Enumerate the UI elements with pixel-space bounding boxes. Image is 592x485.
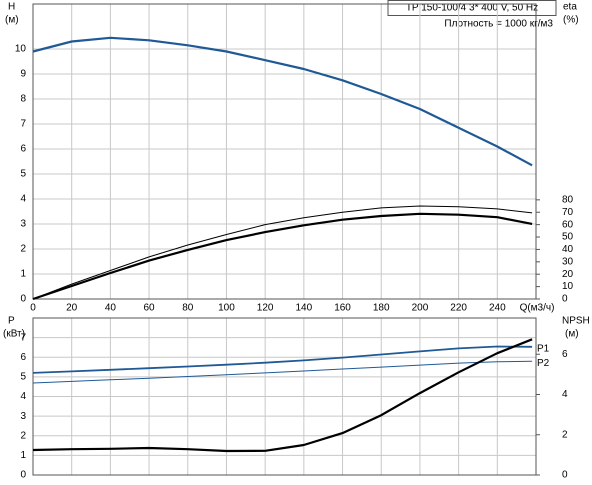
x-tick-label: 220 <box>450 303 467 314</box>
y-tick-label: 5 <box>20 169 26 180</box>
y-tick-label: 9 <box>20 69 26 80</box>
x-tick-label: 40 <box>105 303 117 314</box>
y-tick-label: 1 <box>20 450 26 461</box>
series-label: P1 <box>537 343 550 354</box>
x-axis-label: Q(м3/ч) <box>520 303 555 314</box>
y-tick-label: 2 <box>20 244 26 255</box>
y-tick-label: 4 <box>20 391 26 402</box>
y-axis-label: P <box>8 316 15 327</box>
y-tick-label: 8 <box>20 94 26 105</box>
y-tick-label: 7 <box>20 332 26 343</box>
x-tick-label: 180 <box>373 303 390 314</box>
y-axis-unit: (кВт) <box>3 329 25 340</box>
y2-axis-unit: (%) <box>563 15 579 26</box>
y2-tick-label: 10 <box>562 281 574 292</box>
y2-tick-label: 0 <box>562 470 568 480</box>
y2-tick-label: 80 <box>562 194 574 205</box>
x-tick-label: 160 <box>334 303 351 314</box>
series-line <box>32 212 533 301</box>
series-line <box>32 345 533 374</box>
y2-axis-label: eta <box>563 2 577 13</box>
series-line <box>32 338 533 453</box>
chart-title: TP 150-100/4 3* 400 V, 50 Hz <box>406 3 538 14</box>
series-label: P2 <box>537 358 550 369</box>
y-tick-label: 1 <box>20 269 26 280</box>
y2-tick-label: 50 <box>562 232 574 243</box>
series-line <box>32 36 533 167</box>
plot-frame <box>32 3 537 300</box>
y2-tick-label: 30 <box>562 256 574 267</box>
y-tick-label: 6 <box>20 352 26 363</box>
y2-tick-label: 2 <box>562 429 568 440</box>
y-tick-label: 5 <box>20 372 26 383</box>
series-line <box>32 360 533 384</box>
y-tick-label: 10 <box>15 44 27 55</box>
y2-tick-label: 40 <box>562 244 574 255</box>
y2-axis-label: NPSH <box>562 316 590 327</box>
x-tick-label: 140 <box>296 303 313 314</box>
y2-tick-label: 0 <box>562 294 568 305</box>
y-tick-label: 0 <box>20 294 26 305</box>
chart-subtitle: Плотность = 1000 кг/м3 <box>444 19 553 30</box>
y2-tick-label: 4 <box>562 389 568 400</box>
y-tick-label: 4 <box>20 194 26 205</box>
y2-tick-label: 70 <box>562 207 574 218</box>
y2-tick-label: 20 <box>562 269 574 280</box>
y-axis-unit: (м) <box>5 15 19 26</box>
series-line <box>32 205 533 300</box>
y-axis-label: H <box>8 2 15 13</box>
x-tick-label: 0 <box>30 303 36 314</box>
y2-tick-label: 60 <box>562 219 574 230</box>
y-tick-label: 3 <box>20 219 26 230</box>
y-tick-label: 6 <box>20 144 26 155</box>
y-tick-label: 3 <box>20 411 26 422</box>
x-tick-label: 200 <box>412 303 429 314</box>
x-tick-label: 20 <box>66 303 78 314</box>
plot-frame <box>32 317 537 476</box>
x-tick-label: 240 <box>489 303 506 314</box>
x-tick-label: 120 <box>257 303 274 314</box>
x-tick-label: 80 <box>182 303 194 314</box>
y2-axis-unit: (м) <box>565 329 579 340</box>
x-tick-label: 100 <box>218 303 235 314</box>
y-tick-label: 2 <box>20 430 26 441</box>
x-tick-label: 60 <box>144 303 156 314</box>
y-tick-label: 7 <box>20 119 26 130</box>
y-tick-label: 0 <box>20 470 26 480</box>
y2-tick-label: 6 <box>562 349 568 360</box>
